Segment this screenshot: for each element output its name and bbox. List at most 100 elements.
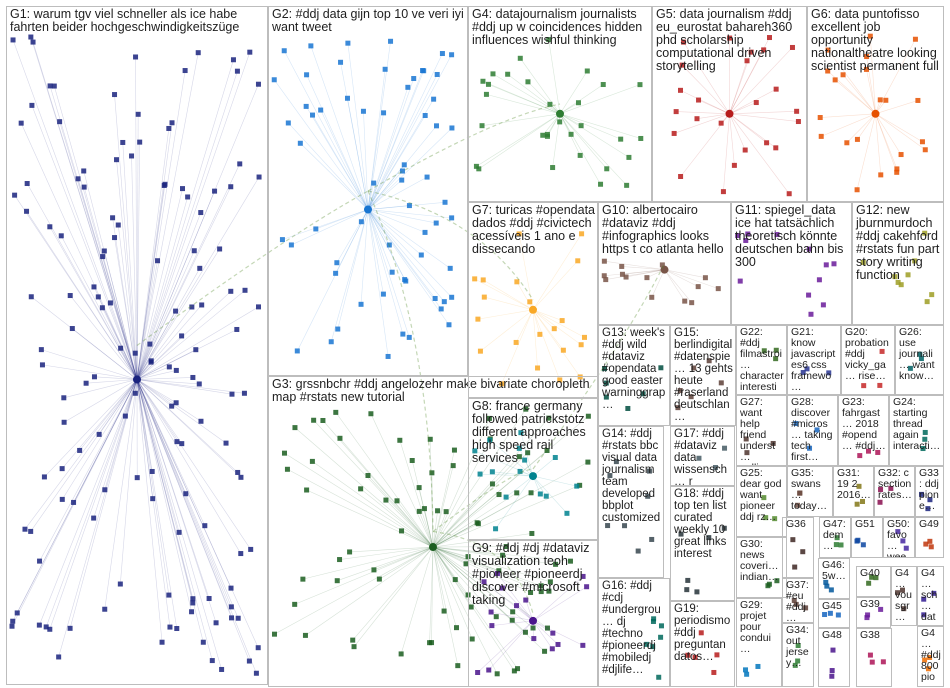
edge [664,269,719,289]
node [228,585,234,591]
node [895,279,901,285]
node [473,163,479,169]
node [530,625,536,631]
edge [367,201,446,210]
group-box-g47: G47: dem… [819,517,851,558]
edge [432,438,491,548]
node [9,623,15,629]
node [376,576,382,582]
node [677,388,683,394]
node [174,439,180,445]
node [256,174,262,180]
edge [136,343,151,380]
edge [875,113,898,173]
node [574,483,580,489]
node [900,538,906,544]
node [685,577,691,583]
group-label: G18: #ddj top ten list curated weekly 10… [674,488,730,560]
edge [306,489,434,548]
edge [431,547,434,643]
node [912,258,918,264]
edge [532,457,556,477]
node [333,409,339,415]
node [514,603,520,609]
node [416,508,422,514]
node [766,35,772,41]
node [921,596,927,602]
edge [367,99,434,210]
node [770,440,776,446]
node [480,277,486,283]
node [166,364,172,370]
edge [432,546,503,556]
node [761,348,767,354]
node [474,520,480,526]
group-box-g40: G40 [856,566,891,597]
node [452,577,458,583]
edge [432,546,548,629]
node [927,538,933,544]
node [550,165,556,171]
node [91,374,97,380]
edge [497,573,534,622]
node [510,609,516,615]
group-box-g22: G22: #ddj filmastroi… character interest… [736,325,787,395]
node [651,616,657,622]
node [919,139,925,145]
edge [532,309,541,335]
node [481,294,487,300]
node [656,674,662,680]
node [678,173,684,179]
node [432,295,438,301]
node [516,231,522,237]
node [75,176,81,182]
edge [729,113,799,122]
node [924,299,930,305]
node [613,459,619,465]
edge [418,511,434,548]
node [772,516,778,522]
node [409,458,415,464]
node [302,632,308,638]
edge [432,418,490,548]
node [135,111,141,117]
edge [136,379,238,473]
node [382,66,388,72]
edge [62,379,138,500]
edge [125,379,138,417]
edge [135,56,138,380]
node [525,79,531,85]
group-label: G12: new jburnmurdoch #ddj cakehford #rs… [856,203,943,282]
edge [532,309,581,378]
node [605,523,611,529]
edge [360,209,369,305]
edge [486,94,561,115]
node [479,123,485,129]
node [840,72,846,78]
node [454,625,460,631]
node [255,645,261,651]
node [794,108,800,114]
node [696,455,702,461]
node [600,82,606,88]
node [411,76,417,82]
group-box-g28: G28: discover #micros… taking tech first… [787,395,838,466]
node [311,417,317,423]
node [518,430,524,436]
node [793,601,799,607]
node [905,272,911,278]
node [358,301,364,307]
node [133,54,139,60]
edge [432,461,589,548]
node [416,485,422,491]
node [449,125,455,131]
edge [432,546,542,592]
edge [482,80,561,115]
edge [367,209,390,246]
edge [367,115,426,210]
node [102,487,108,493]
node [861,383,867,389]
edge [474,278,534,311]
edge [432,546,515,672]
node [789,44,795,50]
